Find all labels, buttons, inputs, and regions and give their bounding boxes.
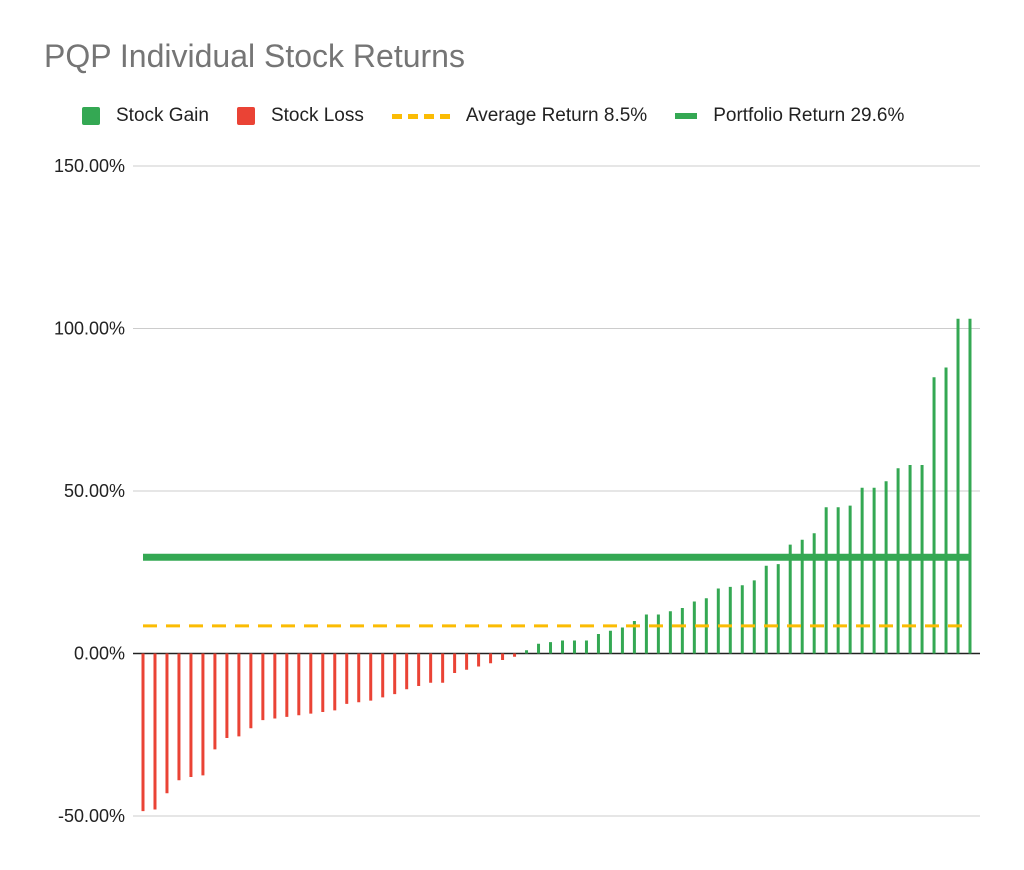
bar-stock-gain[interactable] <box>944 367 948 654</box>
bar-stock-gain[interactable] <box>668 611 672 654</box>
bar-stock-gain[interactable] <box>776 564 780 654</box>
grid-layer <box>133 165 980 817</box>
bar-stock-loss[interactable] <box>297 653 301 716</box>
bar-stock-gain[interactable] <box>884 481 888 654</box>
legend-swatch-loss <box>236 107 255 125</box>
bar-stock-loss[interactable] <box>285 653 289 717</box>
bar-stock-gain[interactable] <box>764 565 768 654</box>
bar-stock-loss[interactable] <box>381 653 385 698</box>
y-tick-label: 50.00% <box>64 481 125 501</box>
bar-stock-gain[interactable] <box>584 640 588 654</box>
bar-stock-gain[interactable] <box>752 580 756 654</box>
bar-stock-loss[interactable] <box>405 653 409 690</box>
bar-stock-gain[interactable] <box>537 643 541 654</box>
bar-stock-gain[interactable] <box>680 608 684 654</box>
bar-stock-loss[interactable] <box>261 653 265 721</box>
bar-stock-gain[interactable] <box>812 533 816 654</box>
bar-stock-gain[interactable] <box>968 318 972 654</box>
bar-stock-gain[interactable] <box>692 601 696 654</box>
y-axis-tick-labels: 150.00% 100.00% 50.00% 0.00% -50.00% <box>54 156 125 826</box>
bar-stock-loss[interactable] <box>489 653 493 664</box>
bar-stock-gain[interactable] <box>549 642 553 654</box>
bar-stock-gain[interactable] <box>644 614 648 654</box>
legend-label-loss: Stock Loss <box>270 105 364 126</box>
bar-stock-gain[interactable] <box>656 614 660 654</box>
legend-label-portfolio: Portfolio Return 29.6% <box>713 105 905 126</box>
bar-stock-loss[interactable] <box>393 653 397 695</box>
bar-stock-gain[interactable] <box>800 539 804 654</box>
bar-stock-gain[interactable] <box>728 586 732 654</box>
bar-stock-gain[interactable] <box>596 634 600 654</box>
bar-stock-gain[interactable] <box>716 588 720 654</box>
chart-title: PQP Individual Stock Returns <box>44 38 465 74</box>
legend-item-stock-gain[interactable]: Stock Gain <box>82 105 209 127</box>
legend-item-stock-loss[interactable]: Stock Loss <box>236 105 364 127</box>
bar-stock-loss[interactable] <box>345 653 349 704</box>
bar-stock-loss[interactable] <box>429 653 433 683</box>
reference-lines-layer <box>143 553 971 628</box>
bar-stock-gain[interactable] <box>620 627 624 654</box>
bar-stock-gain[interactable] <box>836 507 840 654</box>
bar-stock-loss[interactable] <box>273 653 277 719</box>
bar-stock-loss[interactable] <box>465 653 469 670</box>
bar-stock-gain[interactable] <box>740 585 744 654</box>
bar-stock-loss[interactable] <box>237 653 241 737</box>
y-tick-label: 150.00% <box>54 156 125 176</box>
bar-stock-gain[interactable] <box>608 630 612 654</box>
bar-stock-gain[interactable] <box>860 487 864 654</box>
bar-stock-gain[interactable] <box>572 640 576 654</box>
bar-stock-gain[interactable] <box>824 507 828 654</box>
bar-stock-loss[interactable] <box>513 653 517 657</box>
bar-stock-loss[interactable] <box>357 653 361 703</box>
chart-legend: Stock Gain Stock Loss Average Return 8.5… <box>82 104 932 128</box>
legend-swatch-average <box>391 113 450 119</box>
bar-stock-gain[interactable] <box>560 640 564 654</box>
legend-swatch-portfolio <box>675 113 698 119</box>
bar-stock-loss[interactable] <box>177 653 181 781</box>
bar-stock-loss[interactable] <box>225 653 229 739</box>
y-tick-label: -50.00% <box>58 806 125 826</box>
bar-stock-loss[interactable] <box>369 653 373 701</box>
bar-layer <box>141 318 972 812</box>
legend-item-portfolio-return[interactable]: Portfolio Return 29.6% <box>675 105 904 127</box>
bar-stock-loss[interactable] <box>453 653 457 674</box>
bar-stock-loss[interactable] <box>501 653 505 661</box>
y-tick-label: 100.00% <box>54 319 125 339</box>
bar-stock-loss[interactable] <box>309 653 313 714</box>
y-tick-label: 0.00% <box>74 644 125 664</box>
bar-stock-gain[interactable] <box>932 377 936 654</box>
bar-stock-loss[interactable] <box>321 653 325 713</box>
bar-stock-gain[interactable] <box>896 468 900 654</box>
bar-stock-loss[interactable] <box>249 653 253 729</box>
bar-stock-loss[interactable] <box>417 653 421 687</box>
bar-stock-loss[interactable] <box>165 653 169 794</box>
bar-stock-gain[interactable] <box>956 318 960 654</box>
bar-stock-loss[interactable] <box>333 653 337 711</box>
bar-stock-gain[interactable] <box>848 505 852 654</box>
bar-stock-loss[interactable] <box>153 653 157 810</box>
legend-label-gain: Stock Gain <box>116 105 209 126</box>
bar-stock-loss[interactable] <box>477 653 481 667</box>
bar-stock-loss[interactable] <box>141 653 145 812</box>
bar-stock-loss[interactable] <box>189 653 193 778</box>
bar-stock-loss[interactable] <box>201 653 205 776</box>
bar-stock-gain[interactable] <box>872 487 876 654</box>
bar-stock-loss[interactable] <box>213 653 217 750</box>
bar-stock-loss[interactable] <box>441 653 445 683</box>
legend-item-average-return[interactable]: Average Return 8.5% <box>391 105 648 127</box>
bar-stock-gain[interactable] <box>632 621 636 654</box>
bar-stock-gain[interactable] <box>788 544 792 654</box>
bar-stock-gain[interactable] <box>525 650 529 654</box>
legend-swatch-gain <box>82 107 100 125</box>
legend-label-average: Average Return 8.5% <box>465 105 648 126</box>
